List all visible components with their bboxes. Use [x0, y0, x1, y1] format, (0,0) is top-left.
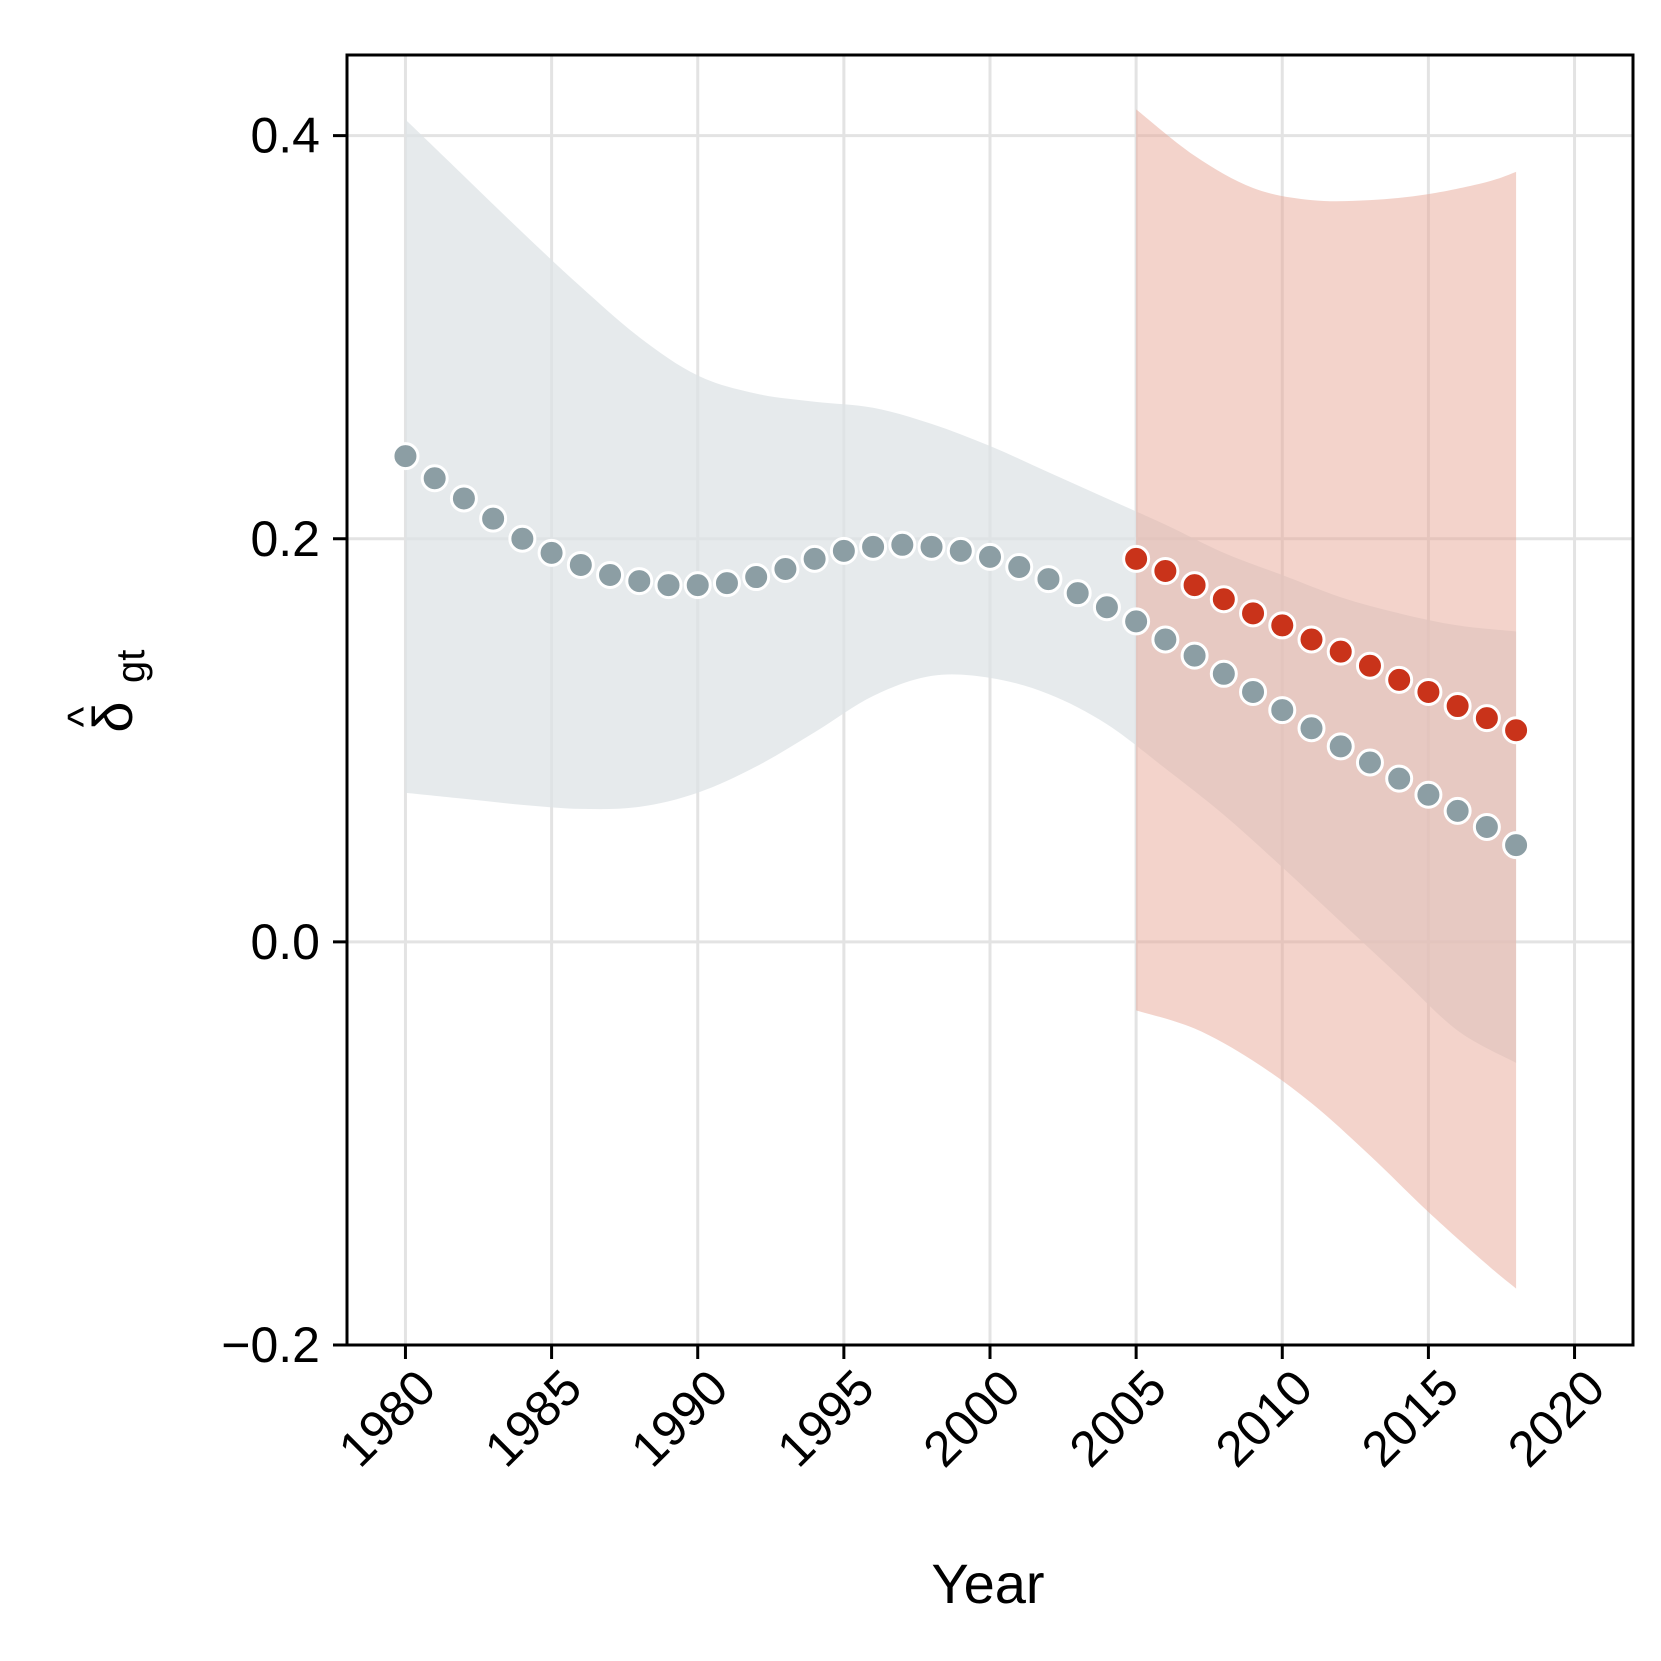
grey-point: [1268, 696, 1297, 725]
grey-point: [537, 538, 566, 567]
grey-point: [1063, 579, 1092, 608]
grey-point: [566, 550, 595, 579]
x-tick-label: 2010: [1205, 1359, 1323, 1477]
grey-point: [508, 524, 537, 553]
grey-point: [1122, 607, 1151, 636]
red-point: [1297, 625, 1326, 654]
x-tick-label: 1985: [474, 1359, 592, 1477]
y-axis-title-subscript: gt: [109, 650, 153, 683]
grey-point: [1180, 641, 1209, 670]
red-point: [1239, 599, 1268, 628]
grey-point: [596, 561, 625, 590]
grey-point: [976, 542, 1004, 571]
data-points: [391, 442, 1531, 860]
grey-point: [742, 563, 771, 592]
red-point: [1355, 651, 1384, 680]
x-tick-label: 2020: [1497, 1359, 1615, 1477]
grey-point: [1151, 625, 1180, 654]
x-tick-label: 1980: [328, 1359, 446, 1477]
grey-point: [1297, 714, 1326, 743]
x-tick-label: 2000: [913, 1359, 1031, 1477]
x-tick-label: 2015: [1351, 1359, 1469, 1477]
confidence-bands: [405, 109, 1517, 1289]
y-axis-title: δ ^ gt: [59, 650, 153, 733]
grey-point: [917, 532, 946, 561]
grey-point: [654, 571, 683, 600]
grey-point: [1414, 780, 1443, 809]
y-tick-label: 0.0: [250, 914, 320, 970]
red-point: [1326, 637, 1355, 666]
grey-point: [625, 567, 654, 596]
grey-point: [829, 536, 858, 565]
red-point: [1180, 571, 1209, 600]
grey-point: [1239, 677, 1268, 706]
red-point: [1151, 557, 1180, 585]
red-point: [1385, 665, 1414, 694]
grey-point: [1005, 552, 1034, 581]
grey-point: [1355, 748, 1384, 777]
red-confidence-band: [1136, 109, 1517, 1289]
y-tick-label: 0.4: [250, 108, 320, 164]
x-tick-label: 2005: [1059, 1359, 1177, 1477]
grey-point: [391, 442, 420, 471]
red-point: [1502, 716, 1531, 745]
y-tick-label: 0.2: [250, 511, 320, 567]
grey-point: [712, 569, 741, 598]
x-axis-title: Year: [931, 1552, 1044, 1615]
y-tick-label: −0.2: [221, 1317, 320, 1373]
grey-point: [1326, 732, 1355, 761]
grey-point: [1443, 796, 1472, 825]
red-point: [1268, 611, 1297, 640]
grey-point: [859, 532, 888, 561]
grey-point: [420, 464, 449, 493]
red-point: [1443, 692, 1472, 721]
grey-point: [1034, 565, 1063, 594]
red-point: [1414, 677, 1443, 706]
red-point: [1122, 544, 1151, 573]
grey-point: [888, 530, 917, 559]
grey-point: [1385, 764, 1414, 793]
x-tick-label: 1990: [620, 1359, 738, 1477]
grey-point: [1092, 593, 1121, 622]
x-tick-label: 1995: [766, 1359, 884, 1477]
grey-point: [479, 504, 508, 533]
grey-point: [1502, 831, 1531, 860]
grey-point: [946, 536, 975, 565]
grey-point: [800, 544, 829, 573]
grey-point: [1209, 659, 1238, 688]
grey-point: [449, 484, 478, 513]
y-axis-title-base: δ: [81, 701, 144, 732]
grey-point: [1472, 812, 1501, 841]
grey-point: [683, 571, 712, 600]
red-point: [1472, 704, 1501, 733]
y-axis-title-hat: ^: [59, 706, 108, 727]
grey-point: [771, 554, 800, 583]
red-point: [1209, 585, 1238, 614]
